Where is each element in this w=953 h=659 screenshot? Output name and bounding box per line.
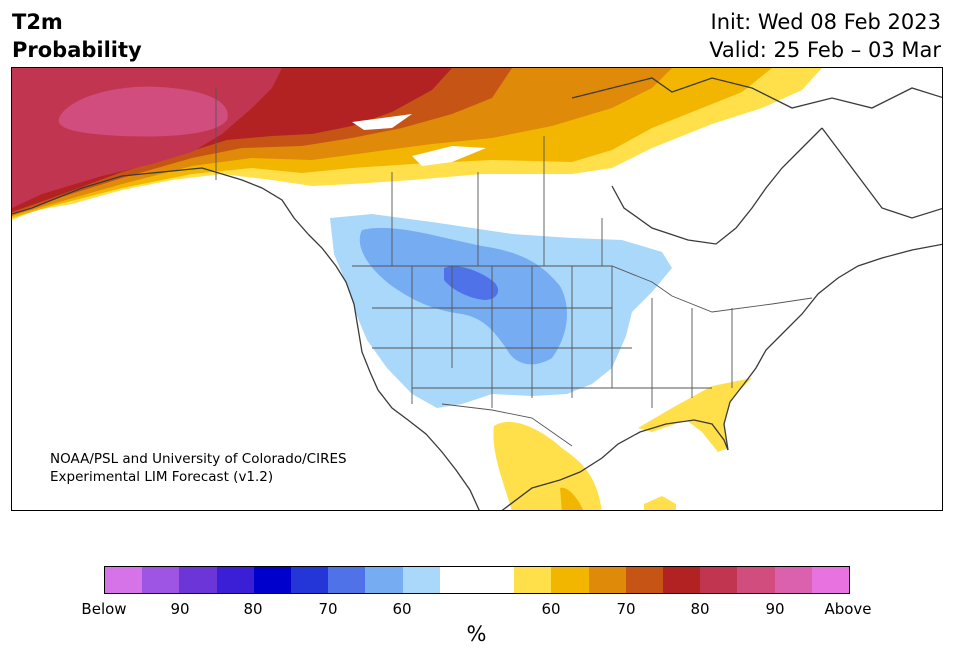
- colorbar-unit: %: [466, 622, 487, 646]
- hudson-bay-lake: [352, 114, 412, 130]
- map-panel: NOAA/PSL and University of Colorado/CIRE…: [11, 67, 943, 511]
- above-southeast-region: [638, 378, 752, 452]
- colorbar-ticks: Below 90 80 70 60 60 70 80 90 Above: [0, 600, 953, 620]
- province-lines: [391, 136, 603, 266]
- valid-date: Valid: 25 Feb – 03 Mar: [709, 38, 941, 62]
- arctic-islands-coast: [571, 77, 942, 109]
- credit-line-2: Experimental LIM Forecast (v1.2): [50, 469, 274, 485]
- colorbar-tick-label: 80: [243, 600, 263, 618]
- colorbar-segment: [551, 567, 589, 593]
- gulf-coastline: [501, 419, 729, 510]
- labrador-coast: [821, 127, 942, 219]
- colorbar-segment: [477, 567, 515, 593]
- above-southwest-core: [560, 487, 584, 510]
- colorbar-segment: [291, 567, 329, 593]
- init-date: Init: Wed 08 Feb 2023: [710, 10, 941, 34]
- colorbar-segment: [514, 567, 552, 593]
- above-southwest-region: [493, 421, 602, 510]
- atlantic-coastline: [723, 243, 942, 451]
- above-90-region: [58, 86, 228, 137]
- title-line-2: Probability: [12, 38, 142, 62]
- colorbar-segment: [328, 567, 366, 593]
- forecast-map: [12, 68, 942, 510]
- colorbar-segment: [105, 567, 143, 593]
- colorbar-tick-label: Above: [824, 600, 872, 618]
- colorbar-tick-label: 70: [616, 600, 636, 618]
- chart-title: T2m Probability: [12, 8, 142, 64]
- colorbar-tick-label: Below: [81, 600, 127, 618]
- state-lines: [372, 266, 733, 408]
- date-info: Init: Wed 08 Feb 2023 Valid: 25 Feb – 03…: [709, 8, 941, 64]
- below-70-region: [444, 266, 499, 300]
- colorbar-tick-label: 90: [170, 600, 190, 618]
- colorbar-segment: [365, 567, 403, 593]
- colorbar-tick-label: 60: [392, 600, 412, 618]
- colorbar-segment: [588, 567, 626, 593]
- colorbar-tick-label: 60: [541, 600, 561, 618]
- colorbar: [104, 566, 850, 594]
- above-caribbean-region: [644, 496, 676, 510]
- colorbar-segment: [625, 567, 664, 593]
- colorbar-segment: [439, 567, 478, 593]
- coastline-group: [12, 77, 942, 510]
- us-mexico-border: [441, 403, 573, 447]
- below-65-region: [359, 227, 567, 365]
- pacific-coastline: [307, 233, 480, 510]
- colorbar-segment: [737, 567, 775, 593]
- data-credit: NOAA/PSL and University of Colorado/CIRE…: [50, 450, 347, 486]
- alaska-coastline: [12, 167, 309, 235]
- colorbar-segment: [774, 567, 812, 593]
- colorbar-segment: [402, 567, 440, 593]
- colorbar-segment: [700, 567, 738, 593]
- border-group: [215, 88, 813, 447]
- colorbar-tick-label: 90: [765, 600, 785, 618]
- hudson-bay-shore: [611, 127, 823, 245]
- colorbar-segment: [179, 567, 217, 593]
- colorbar-segment: [216, 567, 254, 593]
- great-bear-lake: [412, 146, 486, 166]
- colorbar-tick-label: 70: [318, 600, 338, 618]
- colorbar-segment: [663, 567, 701, 593]
- colorbar-segment: [253, 567, 292, 593]
- credit-line-1: NOAA/PSL and University of Colorado/CIRE…: [50, 451, 347, 467]
- colorbar-tick-label: 80: [690, 600, 710, 618]
- colorbar-segment: [142, 567, 180, 593]
- colorbar-segment: [811, 567, 850, 593]
- title-line-1: T2m: [12, 10, 63, 34]
